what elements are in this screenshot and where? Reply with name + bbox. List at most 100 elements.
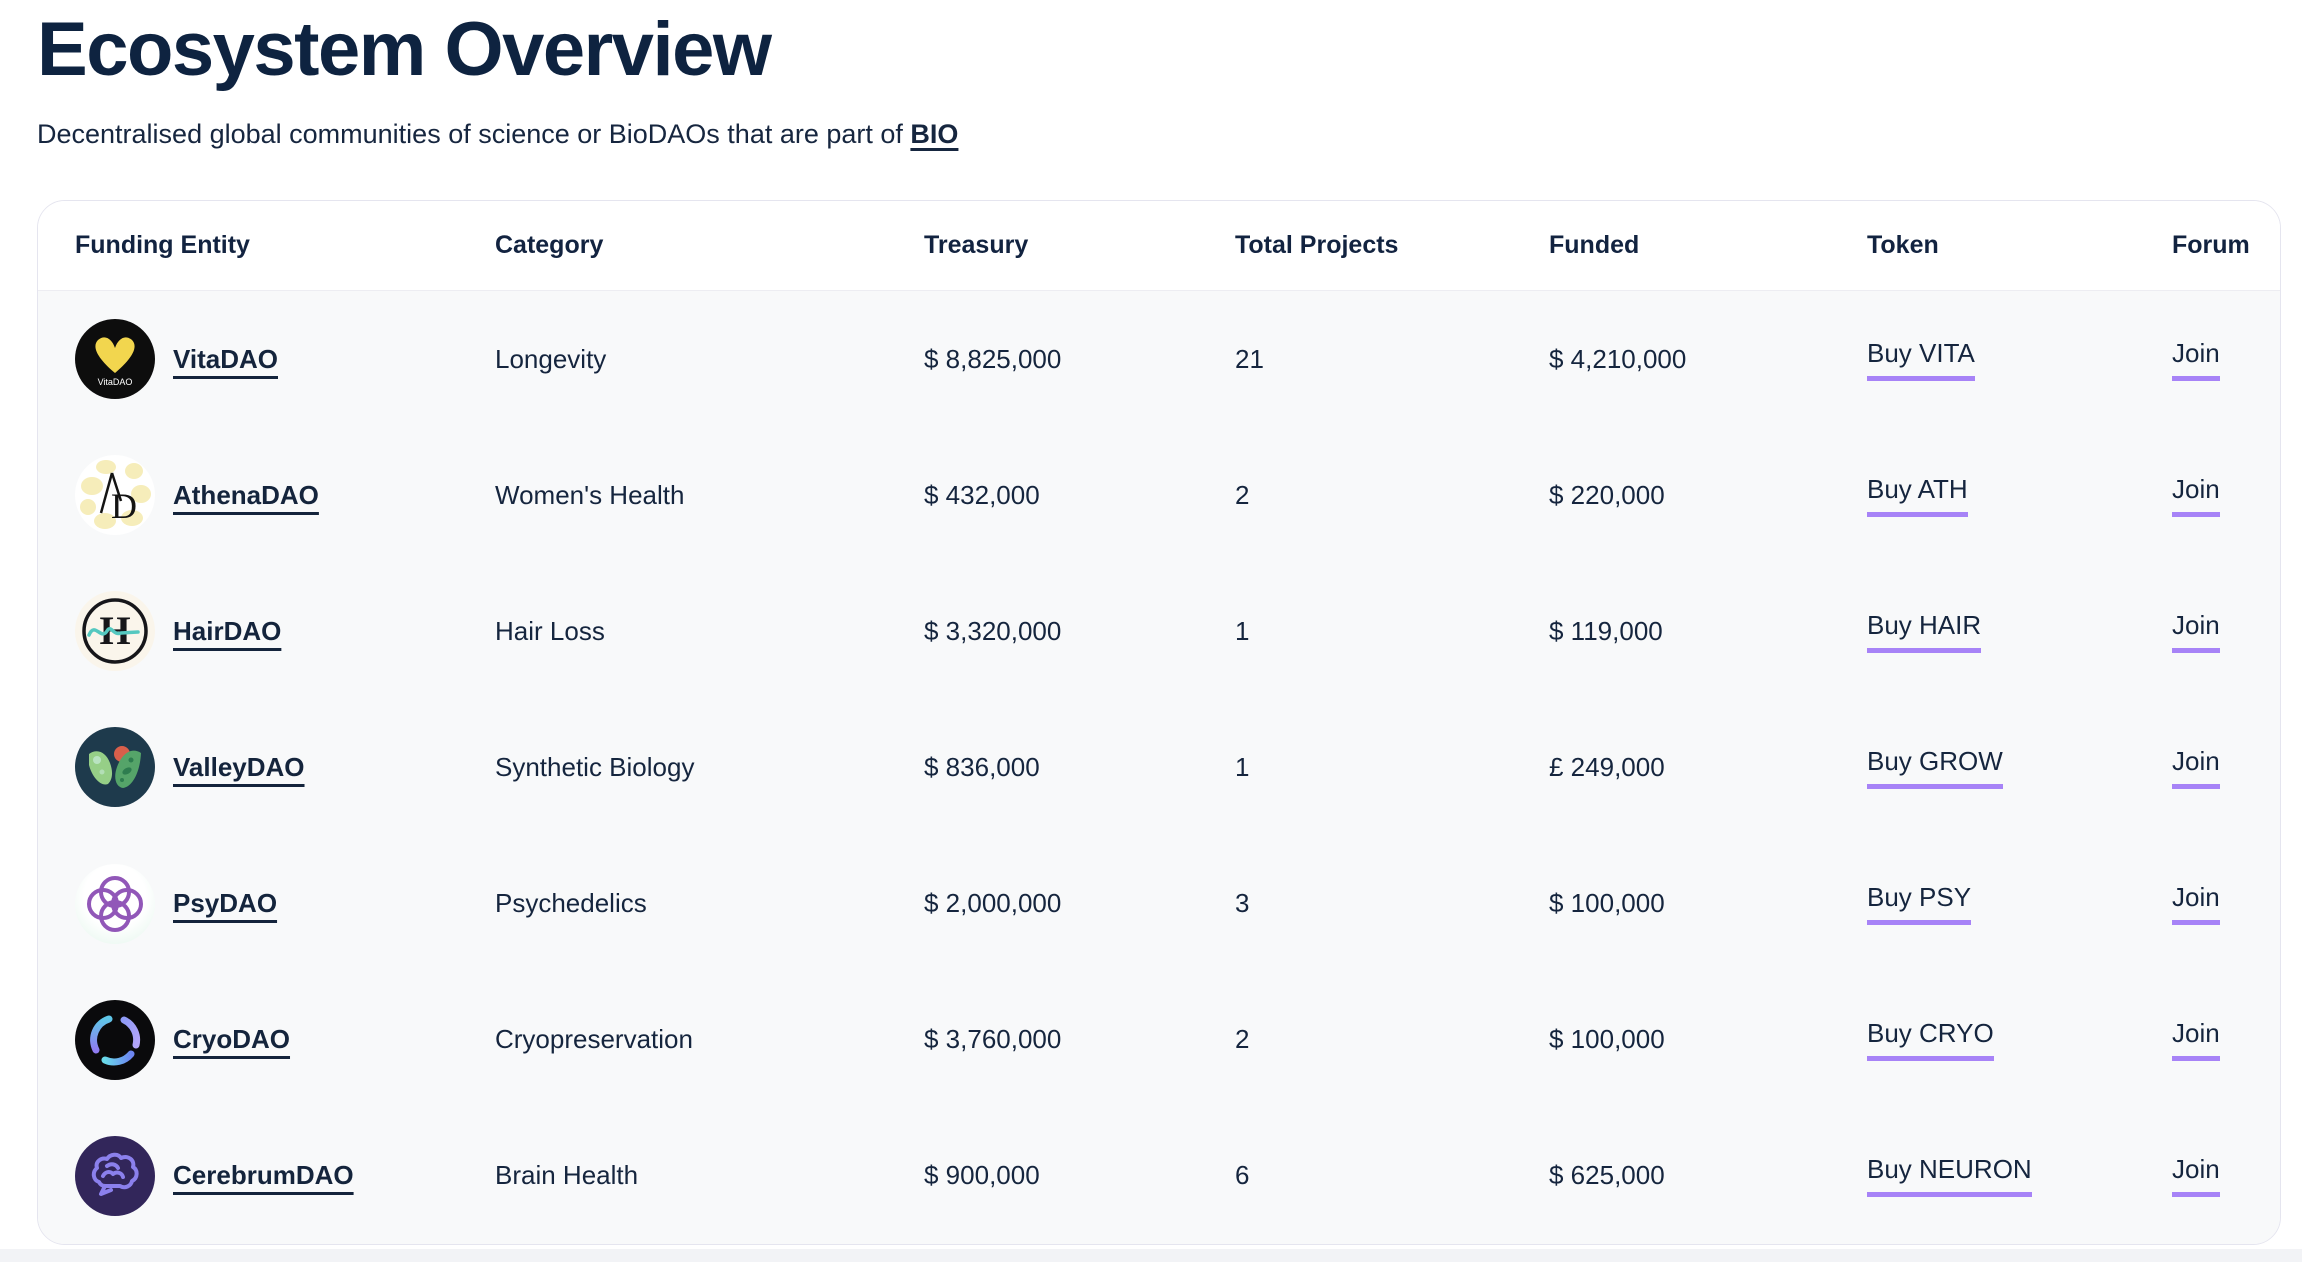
category-cell: Brain Health xyxy=(495,1160,639,1191)
funded-cell: £ 249,000 xyxy=(1549,751,1665,782)
funding-entity-cell: PsyDAO xyxy=(75,863,495,944)
forum-join-link[interactable]: Join xyxy=(2172,1154,2220,1198)
column-header-forum: Forum xyxy=(2172,231,2250,259)
token-cell: Buy ATH xyxy=(1867,474,2172,517)
column-header-funding-entity: Funding Entity xyxy=(75,231,250,259)
dao-name-link[interactable]: CryoDAO xyxy=(173,1024,291,1055)
total-projects-cell: 1 xyxy=(1235,615,1250,646)
token-buy-link[interactable]: Buy GROW xyxy=(1867,746,2003,789)
treasury-cell: $ 900,000 xyxy=(924,1160,1040,1191)
category-cell: Synthetic Biology xyxy=(495,751,695,782)
bio-link[interactable]: BIO xyxy=(910,119,959,150)
forum-join-link[interactable]: Join xyxy=(2172,474,2220,517)
column-header-treasury: Treasury xyxy=(924,231,1029,259)
table-row: PsyDAO Psychedelics $ 2,000,000 3 $ 100,… xyxy=(38,836,2280,972)
forum-cell: Join xyxy=(2172,338,2260,381)
funding-entity-cell: VitaDAO VitaDAO xyxy=(75,319,495,400)
token-cell: Buy NEURON xyxy=(1867,1154,2172,1198)
forum-join-link[interactable]: Join xyxy=(2172,1018,2220,1062)
token-buy-link[interactable]: Buy PSY xyxy=(1867,882,1972,926)
treasury-cell: $ 3,320,000 xyxy=(924,615,1062,646)
total-projects-cell: 3 xyxy=(1235,888,1250,919)
forum-cell: Join xyxy=(2172,610,2260,653)
category-cell: Psychedelics xyxy=(495,888,647,919)
treasury-cell: $ 2,000,000 xyxy=(924,888,1062,919)
token-cell: Buy HAIR xyxy=(1867,610,2172,653)
column-header-token: Token xyxy=(1867,231,1939,259)
funding-entity-cell: CryoDAO xyxy=(75,999,495,1080)
funded-cell: $ 4,210,000 xyxy=(1549,343,1687,374)
token-buy-link[interactable]: Buy VITA xyxy=(1867,338,1975,381)
token-cell: Buy CRYO xyxy=(1867,1018,2172,1062)
dao-name-link[interactable]: ValleyDAO xyxy=(173,751,305,782)
token-buy-link[interactable]: Buy CRYO xyxy=(1867,1018,1994,1062)
dao-name-link[interactable]: VitaDAO xyxy=(173,343,278,374)
token-cell: Buy PSY xyxy=(1867,882,2172,926)
forum-join-link[interactable]: Join xyxy=(2172,610,2220,653)
treasury-cell: $ 432,000 xyxy=(924,479,1040,510)
total-projects-cell: 6 xyxy=(1235,1160,1250,1191)
bottom-section-edge xyxy=(0,1249,2302,1262)
token-buy-link[interactable]: Buy NEURON xyxy=(1867,1154,2032,1198)
svg-text:D: D xyxy=(111,486,137,526)
total-projects-cell: 2 xyxy=(1235,1024,1250,1055)
forum-join-link[interactable]: Join xyxy=(2172,338,2220,381)
dao-logo xyxy=(75,727,155,808)
table-row: D AthenaDAO Women's Health $ 432,000 2 $… xyxy=(38,427,2280,563)
forum-cell: Join xyxy=(2172,474,2260,517)
dao-name-link[interactable]: CerebrumDAO xyxy=(173,1160,354,1191)
subtitle-text: Decentralised global communities of scie… xyxy=(37,119,911,150)
token-buy-link[interactable]: Buy ATH xyxy=(1867,474,1968,517)
treasury-cell: $ 3,760,000 xyxy=(924,1024,1062,1055)
dao-logo xyxy=(75,999,155,1080)
forum-cell: Join xyxy=(2172,1154,2260,1198)
dao-name-link[interactable]: HairDAO xyxy=(173,615,282,646)
total-projects-cell: 2 xyxy=(1235,479,1250,510)
treasury-cell: $ 836,000 xyxy=(924,751,1040,782)
table-row: VitaDAO VitaDAO Longevity $ 8,825,000 21… xyxy=(38,291,2280,427)
total-projects-cell: 21 xyxy=(1235,343,1264,374)
page-title: Ecosystem Overview xyxy=(37,7,772,92)
svg-text:VitaDAO: VitaDAO xyxy=(98,377,133,387)
dao-logo: VitaDAO xyxy=(75,319,155,400)
dao-name-link[interactable]: PsyDAO xyxy=(173,888,278,919)
forum-cell: Join xyxy=(2172,746,2260,789)
table-row: CerebrumDAO Brain Health $ 900,000 6 $ 6… xyxy=(38,1108,2280,1244)
funded-cell: $ 100,000 xyxy=(1549,1024,1665,1055)
funded-cell: $ 119,000 xyxy=(1549,615,1663,646)
table-row: CryoDAO Cryopreservation $ 3,760,000 2 $… xyxy=(38,972,2280,1108)
table-header-row: Funding Entity Category Treasury Total P… xyxy=(38,201,2280,291)
category-cell: Cryopreservation xyxy=(495,1024,693,1055)
token-buy-link[interactable]: Buy HAIR xyxy=(1867,610,1982,653)
table-row: H HairDAO Hair Loss $ 3,320,000 1 $ 119,… xyxy=(38,563,2280,699)
funding-entity-cell: H HairDAO xyxy=(75,591,495,672)
treasury-cell: $ 8,825,000 xyxy=(924,343,1062,374)
column-header-category: Category xyxy=(495,231,604,259)
category-cell: Hair Loss xyxy=(495,615,605,646)
category-cell: Women's Health xyxy=(495,479,685,510)
dao-name-link[interactable]: AthenaDAO xyxy=(173,479,319,510)
token-cell: Buy GROW xyxy=(1867,746,2172,789)
forum-cell: Join xyxy=(2172,1018,2260,1062)
table-row: ValleyDAO Synthetic Biology $ 836,000 1 … xyxy=(38,699,2280,835)
table-body: VitaDAO VitaDAO Longevity $ 8,825,000 21… xyxy=(38,291,2280,1244)
dao-logo: H xyxy=(75,591,155,672)
funded-cell: $ 625,000 xyxy=(1549,1160,1665,1191)
forum-join-link[interactable]: Join xyxy=(2172,882,2220,926)
funding-entity-cell: D AthenaDAO xyxy=(75,455,495,536)
funded-cell: $ 100,000 xyxy=(1549,888,1665,919)
page-subtitle: Decentralised global communities of scie… xyxy=(37,119,2302,150)
funded-cell: $ 220,000 xyxy=(1549,479,1665,510)
ecosystem-table-card: Funding Entity Category Treasury Total P… xyxy=(37,200,2281,1245)
funding-entity-cell: CerebrumDAO xyxy=(75,1135,495,1216)
dao-logo: D xyxy=(75,455,155,536)
column-header-funded: Funded xyxy=(1549,231,1640,259)
dao-logo xyxy=(75,863,155,944)
column-header-total-projects: Total Projects xyxy=(1235,231,1399,259)
forum-join-link[interactable]: Join xyxy=(2172,746,2220,789)
category-cell: Longevity xyxy=(495,343,607,374)
funding-entity-cell: ValleyDAO xyxy=(75,727,495,808)
token-cell: Buy VITA xyxy=(1867,338,2172,381)
total-projects-cell: 1 xyxy=(1235,751,1250,782)
